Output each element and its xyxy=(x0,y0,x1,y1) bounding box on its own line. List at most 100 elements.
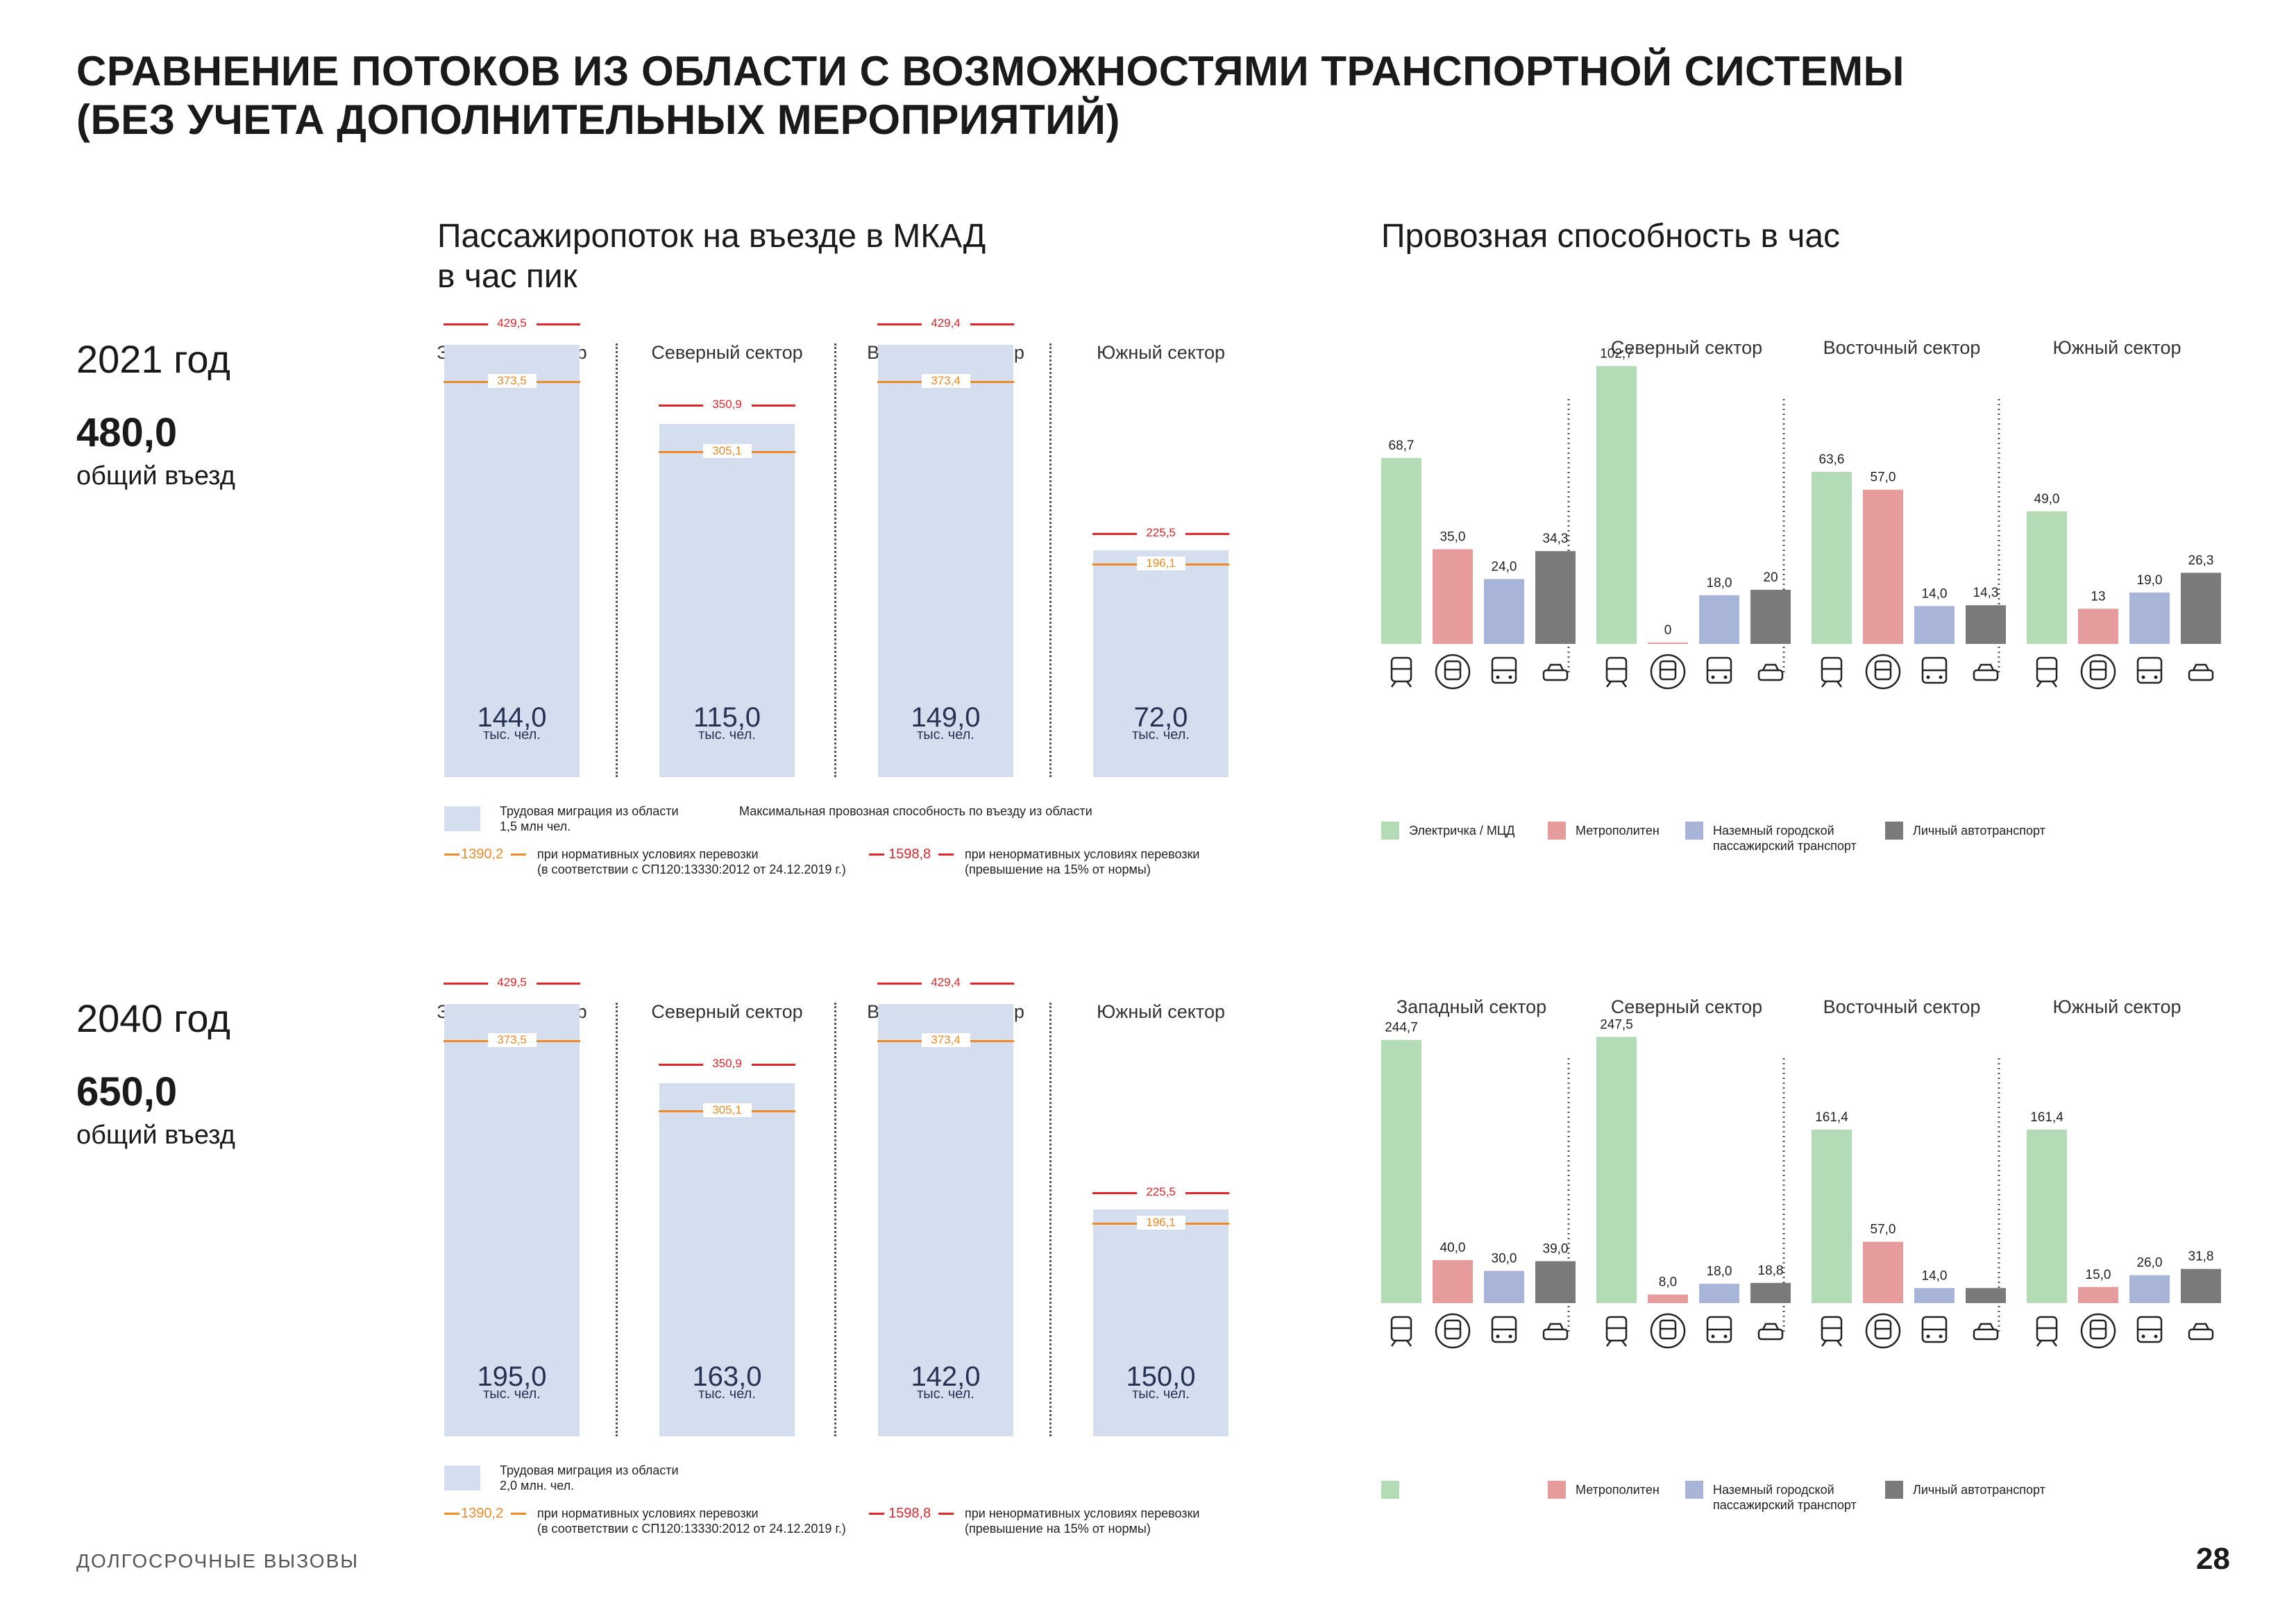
bus-icon xyxy=(1706,656,1732,684)
flow-chart-header: Пассажиропоток на въезде в МКАД в час пи… xyxy=(437,216,986,297)
sector-name: Восточный сектор xyxy=(867,1001,1024,1022)
car-icon xyxy=(1542,663,1569,681)
capacity-value-label: 13 xyxy=(2091,589,2105,604)
capacity-bar xyxy=(1596,366,1637,644)
red-limit-label: 429,5 xyxy=(487,976,537,990)
flow-chart-header-line2: в час пик xyxy=(437,258,577,295)
metro-icon xyxy=(1650,654,1686,690)
capacity-sector-name: Южный сектор xyxy=(2053,337,2181,358)
bus-icon xyxy=(1706,1316,1732,1343)
capacity-bar xyxy=(878,345,1013,777)
car-body xyxy=(1542,1328,1569,1341)
orange-limit-label: 305,1 xyxy=(702,444,752,459)
legend-migration-text: Трудовая миграция из области 1,5 млн чел… xyxy=(500,804,679,834)
car-roof xyxy=(2192,1323,2210,1330)
capacity-value-label: 161,4 xyxy=(1815,1110,1848,1125)
sector-name: Северный сектор xyxy=(651,342,803,363)
red-limit-line xyxy=(444,323,580,326)
legend-norm-text: при нормативных условиях перевозки (в со… xyxy=(537,847,846,877)
legend-migration-line2: 1,5 млн чел. xyxy=(500,819,571,833)
car-icon xyxy=(1973,663,1999,681)
capacity-chart-2040: Западный сектор Северный сектор Восточный … xyxy=(1381,996,2221,1349)
metro-ring xyxy=(1650,1313,1686,1349)
bus-light xyxy=(1926,1334,1930,1339)
sector-name: Северный сектор xyxy=(651,1001,803,1022)
train-leg xyxy=(2036,681,2042,688)
flow-unit: тыс. чел. xyxy=(1132,727,1190,742)
capacity-bar xyxy=(659,424,795,777)
page-title-line1: СРАВНЕНИЕ ПОТОКОВ ИЗ ОБЛАСТИ С ВОЗМОЖНОС… xyxy=(76,48,1905,94)
train-icon xyxy=(1821,1316,1843,1347)
train-icon xyxy=(1605,656,1628,688)
red-limit-label: 429,5 xyxy=(487,316,537,331)
capacity-bar xyxy=(1381,1039,1421,1303)
train-icon xyxy=(1390,1316,1412,1347)
capacity-bar xyxy=(878,1004,1013,1436)
car-roof xyxy=(1977,1323,1995,1330)
legend-norm-line2: (в соответствии с СП120:13330:2012 от 24… xyxy=(537,863,846,876)
train-leg xyxy=(1606,681,1612,688)
capacity-bar xyxy=(1535,1261,1576,1303)
sector-name: Западный сектор xyxy=(437,1001,587,1022)
legend-norm-line1: при нормативных условиях перевозки xyxy=(537,847,759,861)
car-roof xyxy=(2192,663,2210,671)
page-title: СРАВНЕНИЕ ПОТОКОВ ИЗ ОБЛАСТИ С ВОЗМОЖНОС… xyxy=(76,47,1905,144)
legend-migration-line1: Трудовая миграция из области xyxy=(500,1463,679,1477)
legend-norm-line-right xyxy=(511,1513,526,1515)
metro-ring xyxy=(1865,654,1901,690)
flow-unit: тыс. чел. xyxy=(698,1386,756,1402)
legend-over-line-right xyxy=(938,853,954,856)
capacity-bar xyxy=(1648,643,1688,644)
legend-metro-swatch xyxy=(1548,822,1566,840)
bus-light xyxy=(2141,675,2145,679)
bus-light xyxy=(2154,675,2158,679)
orange-limit-line xyxy=(444,1040,580,1043)
page-number: 28 xyxy=(2196,1542,2230,1576)
flow-unit: тыс. чел. xyxy=(483,1386,541,1402)
capacity-legend-2021: Электричка / МЦД Метрополитен Наземный г… xyxy=(1381,820,2089,869)
capacity-value-label: 247,5 xyxy=(1600,1017,1633,1032)
capacity-value-label: 20 xyxy=(1763,570,1778,585)
orange-limit-line xyxy=(877,1040,1014,1043)
metro-icon xyxy=(1435,654,1471,690)
flow-value: 144,0 xyxy=(477,702,547,733)
metro-icon xyxy=(1865,654,1901,690)
legend-elektrichka-swatch xyxy=(1381,1481,1399,1499)
legend-over-value: 1598,8 xyxy=(888,1506,931,1521)
legend-nazemny-line2: пассажирский транспорт xyxy=(1713,839,1857,853)
capacity-bar xyxy=(2027,511,2067,644)
bus-icon xyxy=(1491,656,1517,684)
metro-icon xyxy=(1865,1313,1901,1349)
capacity-sector-name: Восточный сектор xyxy=(1823,337,1981,358)
train-leg xyxy=(1821,681,1827,688)
orange-limit-label: 196,1 xyxy=(1136,1215,1185,1230)
capacity-bar xyxy=(1812,1129,1852,1303)
legend-norm-value: 1390,2 xyxy=(461,1506,504,1521)
legend-migration-text: Трудовая миграция из области 2,0 млн. че… xyxy=(500,1463,679,1493)
train-leg xyxy=(1821,1340,1827,1347)
orange-limit-label: 373,5 xyxy=(487,1033,537,1048)
red-limit-label: 350,9 xyxy=(702,1056,752,1071)
capacity-bar xyxy=(1699,1284,1739,1303)
car-body xyxy=(2188,669,2214,681)
orange-limit-label: 196,1 xyxy=(1136,556,1185,570)
capacity-value-label: 63,6 xyxy=(1819,452,1845,467)
bus-light xyxy=(2141,1334,2145,1339)
capacity-legend-2040: Метрополитен Наземный городской пассажир… xyxy=(1381,1479,2089,1528)
capacity-sector-name: Восточный сектор xyxy=(1823,996,1981,1017)
capacity-value-label: 14,3 xyxy=(1973,586,1999,600)
capacity-value-label: 57,0 xyxy=(1871,470,1896,485)
legend-over-text: при ненормативных условиях перевозки (пр… xyxy=(965,847,1199,877)
capacity-bar xyxy=(1750,1282,1791,1303)
train-icon xyxy=(2036,656,2058,688)
car-roof xyxy=(1546,1323,1564,1330)
train-icon xyxy=(2036,1316,2058,1347)
legend-norm-line-left xyxy=(444,853,459,856)
car-roof xyxy=(1762,663,1780,671)
train-leg xyxy=(1391,1340,1396,1347)
flow-value: 150,0 xyxy=(1126,1361,1196,1392)
flow-chart-header-line1: Пассажиропоток на въезде в МКАД xyxy=(437,218,986,255)
capacity-bar xyxy=(1914,606,1955,644)
legend-auto: Личный автотранспорт xyxy=(1913,824,2045,838)
car-body xyxy=(2188,1328,2214,1341)
